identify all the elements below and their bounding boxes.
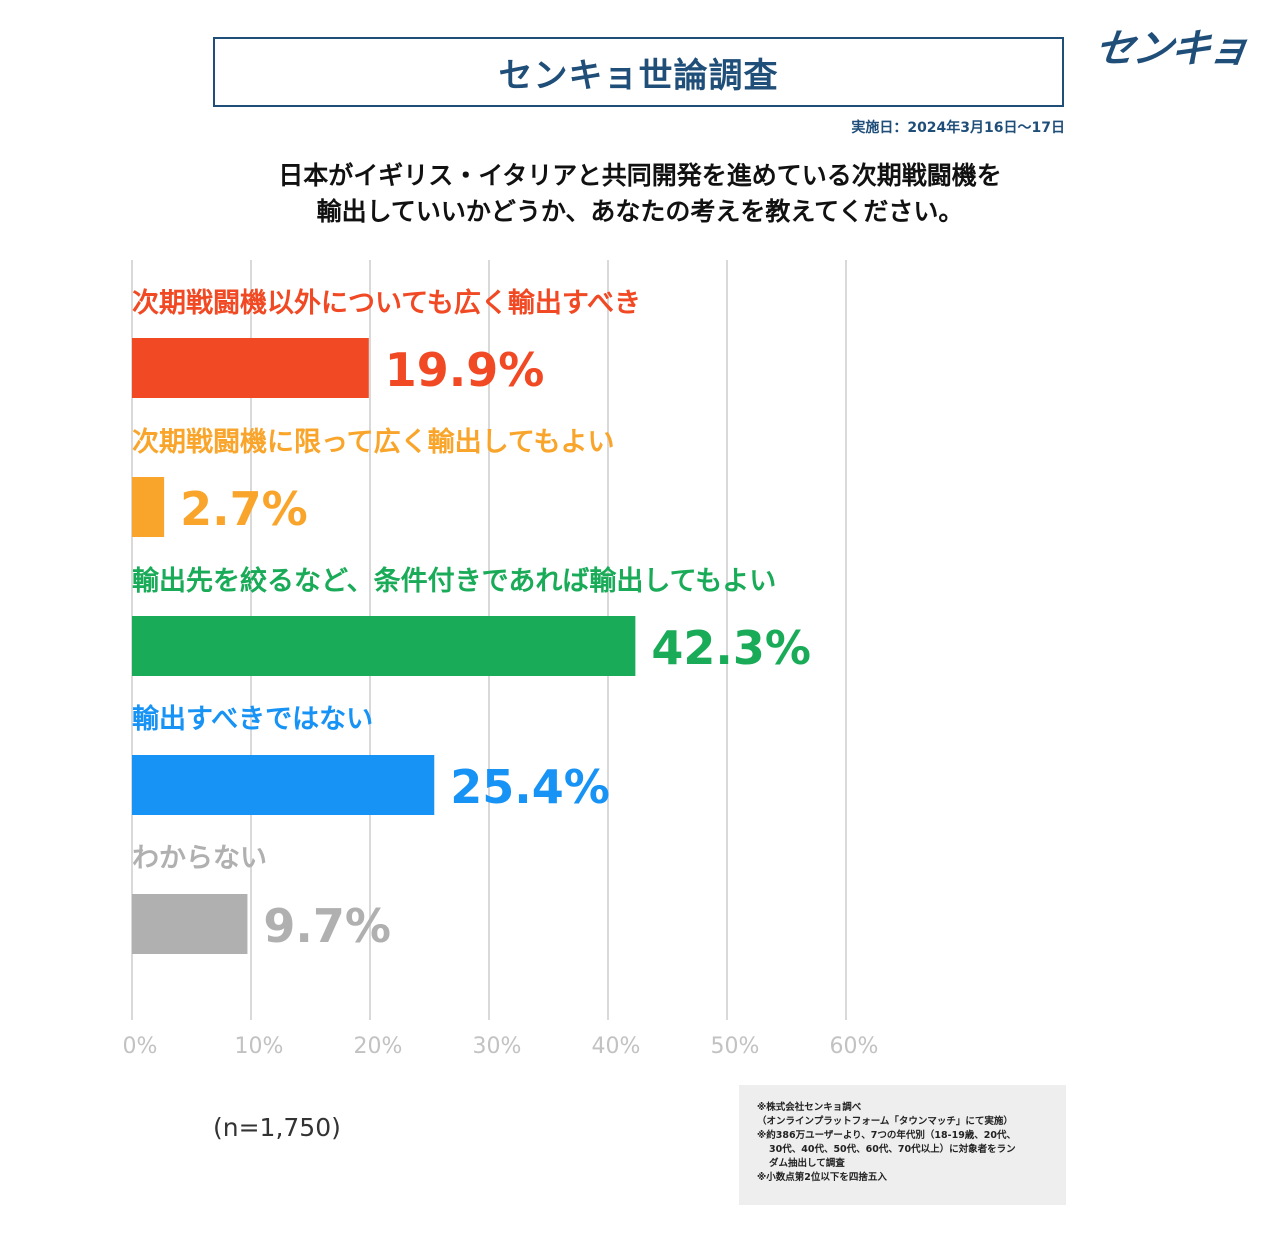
x-tick-label: 40% — [592, 1034, 641, 1059]
note-line: ※小数点第2位以下を四捨五入 — [757, 1172, 887, 1183]
question-line-2: 輸出していいかどうか、あなたの考えを教えてください。 — [316, 197, 964, 226]
note-line: ダム抽出して調査 — [769, 1158, 845, 1169]
category-label: わからない — [132, 843, 267, 874]
note-line: 30代、40代、50代、60代、70代以上）に対象者をラン — [769, 1144, 1016, 1155]
notes-box: ※株式会社センキョ調べ （オンラインプラットフォーム「タウンマッチ」にて実施） … — [739, 1085, 1066, 1205]
category-label: 次期戦闘機以外についても広く輸出すべき — [132, 287, 641, 319]
survey-date: 実施日：2024年3月16日～17日 — [851, 120, 1065, 136]
category-label: 輸出すべきではない — [132, 703, 373, 735]
category-label: 輸出先を絞るなど、条件付きであれば輸出してもよい — [132, 565, 776, 597]
category-label: 次期戦闘機に限って広く輸出してもよい — [132, 426, 615, 458]
bar — [132, 755, 435, 815]
x-tick-label: 20% — [354, 1034, 403, 1059]
x-tick-label: 0% — [123, 1034, 158, 1059]
survey-question: 日本がイギリス・イタリアと共同開発を進めている次期戦闘機を 輸出していいかどうか… — [140, 158, 1140, 230]
note-line: （オンラインプラットフォーム「タウンマッチ」にて実施） — [757, 1116, 1013, 1127]
bar — [132, 477, 165, 537]
x-tick-label: 50% — [711, 1034, 760, 1059]
page-title: センキョ世論調査 — [498, 55, 779, 96]
note-line: ※株式会社センキョ調べ — [757, 1102, 862, 1113]
question-line-1: 日本がイギリス・イタリアと共同開発を進めている次期戦闘機を — [278, 161, 1002, 190]
title-box: センキョ世論調査 — [213, 37, 1064, 107]
x-tick-label: 10% — [235, 1034, 284, 1059]
value-label: 9.7% — [263, 899, 391, 953]
bar — [132, 894, 248, 954]
note-line: ※約386万ユーザーより、7つの年代別（18-19歳、20代、 — [757, 1130, 1017, 1141]
value-label: 2.7% — [180, 482, 308, 536]
x-tick-label: 30% — [473, 1034, 522, 1059]
sample-size: (n=1,750) — [213, 1113, 341, 1142]
value-label: 25.4% — [450, 760, 610, 814]
bar — [132, 338, 369, 398]
x-tick-label: 60% — [830, 1034, 879, 1059]
value-label: 19.9% — [385, 343, 545, 397]
bar — [132, 616, 636, 676]
value-label: 42.3% — [651, 621, 811, 675]
